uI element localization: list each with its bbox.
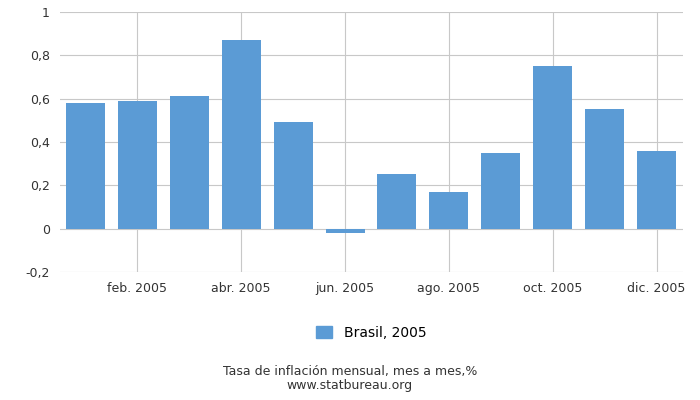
- Bar: [429, 192, 468, 229]
- Legend: Brasil, 2005: Brasil, 2005: [316, 326, 426, 340]
- Text: Tasa de inflación mensual, mes a mes,%: Tasa de inflación mensual, mes a mes,%: [223, 366, 477, 378]
- Bar: [170, 96, 209, 229]
- Text: www.statbureau.org: www.statbureau.org: [287, 380, 413, 392]
- Bar: [66, 103, 105, 229]
- Bar: [585, 110, 624, 229]
- Bar: [533, 66, 572, 229]
- Bar: [222, 40, 260, 229]
- Bar: [637, 151, 676, 229]
- Bar: [274, 122, 313, 229]
- Bar: [326, 229, 365, 233]
- Bar: [377, 174, 416, 229]
- Bar: [118, 101, 157, 229]
- Bar: [482, 153, 520, 229]
